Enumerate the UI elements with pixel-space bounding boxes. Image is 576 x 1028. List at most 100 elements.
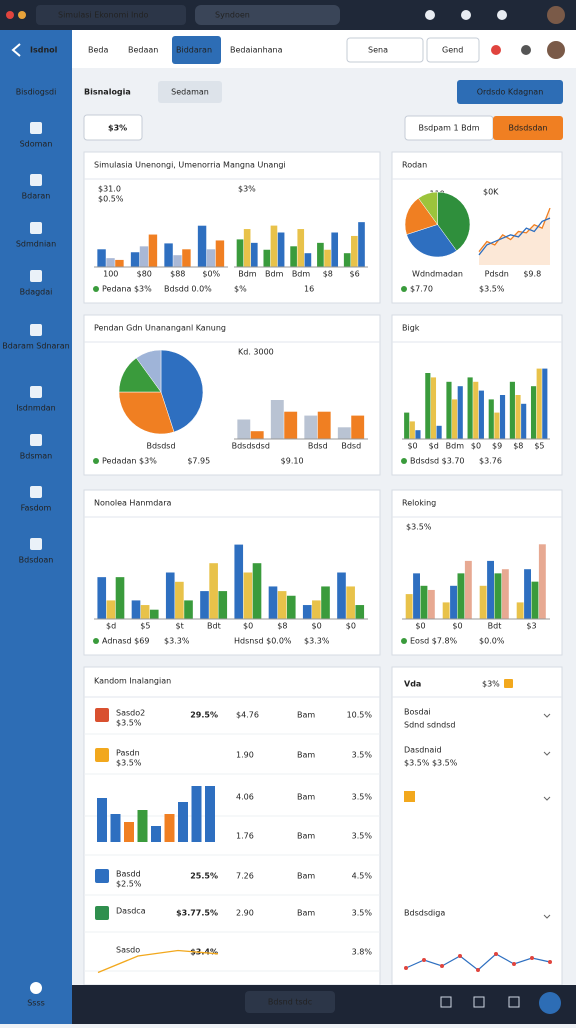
footer-value: $3.3% [304,637,330,646]
bar [200,591,209,619]
bar [164,814,175,842]
sidebar-item[interactable]: Bdsman [20,452,53,461]
chevron[interactable] [543,796,551,801]
sidebar-item[interactable]: Sdmdnian [16,240,56,249]
line-dot [548,960,552,964]
nav-item[interactable]: Beda [88,46,108,55]
user-avatar[interactable] [547,41,565,59]
line-dot [422,958,426,962]
logo-area [0,30,72,68]
sidebar-item[interactable]: Bdaram Sdnaran [2,342,69,351]
chevron[interactable] [543,751,551,756]
line-dot [530,956,534,960]
list-icon [504,679,513,688]
list-item[interactable]: Bdsdsdiga [404,909,445,918]
footer-value: $7.70 [410,285,433,294]
chevron[interactable] [543,713,551,718]
list-item[interactable]: Bosdai [404,708,431,717]
avatar[interactable] [547,6,565,24]
sidebar-item[interactable]: Sdoman [20,140,53,149]
bar [494,573,502,619]
sidebar-icon[interactable] [30,222,42,234]
row-unit: Bam [297,909,315,918]
bar [452,399,458,439]
bar [488,399,494,439]
sidebar-icon[interactable] [30,386,42,398]
tab[interactable] [36,5,186,25]
sidebar-icon[interactable] [30,324,42,336]
bar [139,246,149,267]
bar [218,591,228,619]
bar [137,810,148,842]
settings-icon[interactable] [521,45,531,55]
bar [130,252,140,267]
line-dot [512,962,516,966]
search-text: Gend [442,46,463,55]
bar [487,560,494,619]
row-change: 25.5% [190,872,218,881]
sidebar-item[interactable]: Isdnmdan [16,404,56,413]
search-box[interactable] [346,37,424,63]
bottom-icon[interactable] [508,996,520,1008]
nav-item[interactable]: Bedaan [128,46,158,55]
row-sub: $3.5% [116,759,142,768]
row-value: 2.90 [236,909,254,918]
nav-active[interactable] [172,36,221,64]
legend-dot [401,458,407,464]
legend-dot [401,638,407,644]
bar [478,390,484,439]
bottom-icon[interactable] [473,996,485,1008]
address-bar[interactable] [195,5,340,25]
line [97,949,219,974]
bar [286,595,296,619]
sidebar-item[interactable]: Fasdom [21,504,52,513]
category-label: $3 [526,622,536,631]
sidebar-icon[interactable] [30,486,42,498]
filter-text[interactable]: Bsdpam 1 Bdm [418,124,479,133]
bar [277,591,287,619]
nav-item[interactable]: Biddaran [176,46,212,55]
notify-icon[interactable] [491,45,501,55]
bar [530,386,537,439]
bottom-action[interactable] [539,992,561,1014]
browser-icon[interactable] [425,10,435,20]
search-box-2[interactable] [426,37,480,63]
row-name: Pasdn [116,749,140,758]
sidebar-item[interactable]: Bdsdoan [19,556,54,565]
bar [479,585,487,619]
chevron[interactable] [543,914,551,919]
footer-value: $3.76 [479,457,502,466]
category-label: $0 [312,622,322,631]
sidebar-icon[interactable] [30,538,42,550]
list-tab[interactable]: $3% [482,680,500,689]
browser-icon[interactable] [461,10,471,20]
category-label: $0 [407,442,417,451]
nav-item[interactable]: Bedaianhana [230,46,283,55]
action-text[interactable]: Bdsdsdan [508,124,547,133]
button-text[interactable]: Ordsdo Kdagnan [477,88,544,97]
bottom-label[interactable]: Bdsnd tsdc [268,998,312,1007]
row-unit: Bam [297,832,315,841]
browser-icon[interactable] [497,10,507,20]
sidebar-item[interactable]: Bdaran [22,192,51,201]
sidebar-item[interactable]: Bdagdai [20,288,53,297]
page-search[interactable] [83,114,143,141]
list-title[interactable]: Vda [404,680,421,689]
row-name: Dasdca [116,907,146,916]
bottom-pill[interactable] [245,991,335,1013]
bar [494,412,500,439]
footer-value: $3.3% [164,637,190,646]
list-item[interactable]: Dasdnaid [404,746,442,755]
sidebar-icon[interactable] [30,122,42,134]
category-label: Bdsd [341,442,361,451]
sidebar-icon[interactable] [30,270,42,282]
bar [110,814,121,842]
sidebar-icon[interactable] [30,174,42,186]
sidebar-foot-icon[interactable] [30,982,42,994]
primary-button[interactable] [457,80,563,104]
bottom-icon[interactable] [440,996,452,1008]
sidebar-icon[interactable] [30,434,42,446]
action-button[interactable] [493,116,563,140]
chart-caption: Pdsdn [485,270,509,279]
row-name: Sasdo [116,946,140,955]
